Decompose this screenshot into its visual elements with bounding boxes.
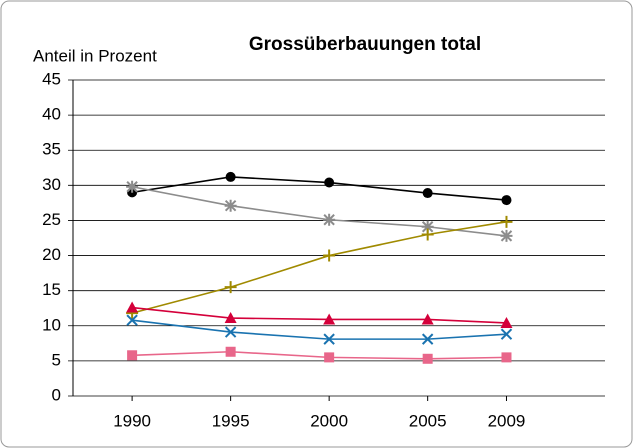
point	[126, 301, 139, 313]
point	[323, 249, 336, 262]
point	[500, 215, 513, 228]
point	[422, 188, 433, 199]
y-tick-label: 25	[42, 210, 61, 229]
point	[501, 195, 512, 206]
point	[324, 352, 335, 363]
y-tick-label: 40	[42, 105, 61, 124]
point	[324, 177, 335, 188]
point	[500, 328, 513, 340]
y-tick-label: 15	[42, 280, 61, 299]
x-tick-label: 2009	[488, 411, 526, 430]
point	[421, 220, 434, 233]
y-tick-label: 5	[52, 350, 61, 369]
point	[421, 228, 434, 241]
point	[323, 333, 335, 345]
point	[224, 281, 237, 294]
point	[421, 333, 434, 345]
point	[127, 350, 138, 361]
point	[224, 312, 237, 324]
point	[224, 199, 237, 212]
point	[422, 353, 433, 364]
y-tick-label: 45	[42, 69, 61, 88]
point	[323, 213, 336, 226]
point	[323, 313, 336, 325]
point	[421, 313, 434, 325]
point	[501, 352, 512, 363]
chart-title: Grossüberbauungen total	[249, 34, 481, 55]
x-tick-label: 2000	[310, 411, 348, 430]
point	[224, 326, 237, 338]
point	[126, 314, 138, 326]
y-tick-label: 30	[42, 175, 61, 194]
y-tick-label: 0	[52, 385, 61, 404]
x-tick-label: 1990	[113, 411, 151, 430]
point	[225, 171, 236, 182]
x-tick-label: 2005	[409, 411, 447, 430]
x-tick-label: 1995	[212, 411, 250, 430]
y-tick-label: 20	[42, 245, 61, 264]
point	[126, 180, 139, 193]
y-tick-label: 10	[42, 315, 61, 334]
point	[500, 229, 513, 242]
point	[500, 316, 513, 328]
point	[225, 346, 236, 357]
y-axis-label: Anteil in Prozent	[33, 46, 157, 65]
y-tick-label: 35	[42, 140, 61, 159]
